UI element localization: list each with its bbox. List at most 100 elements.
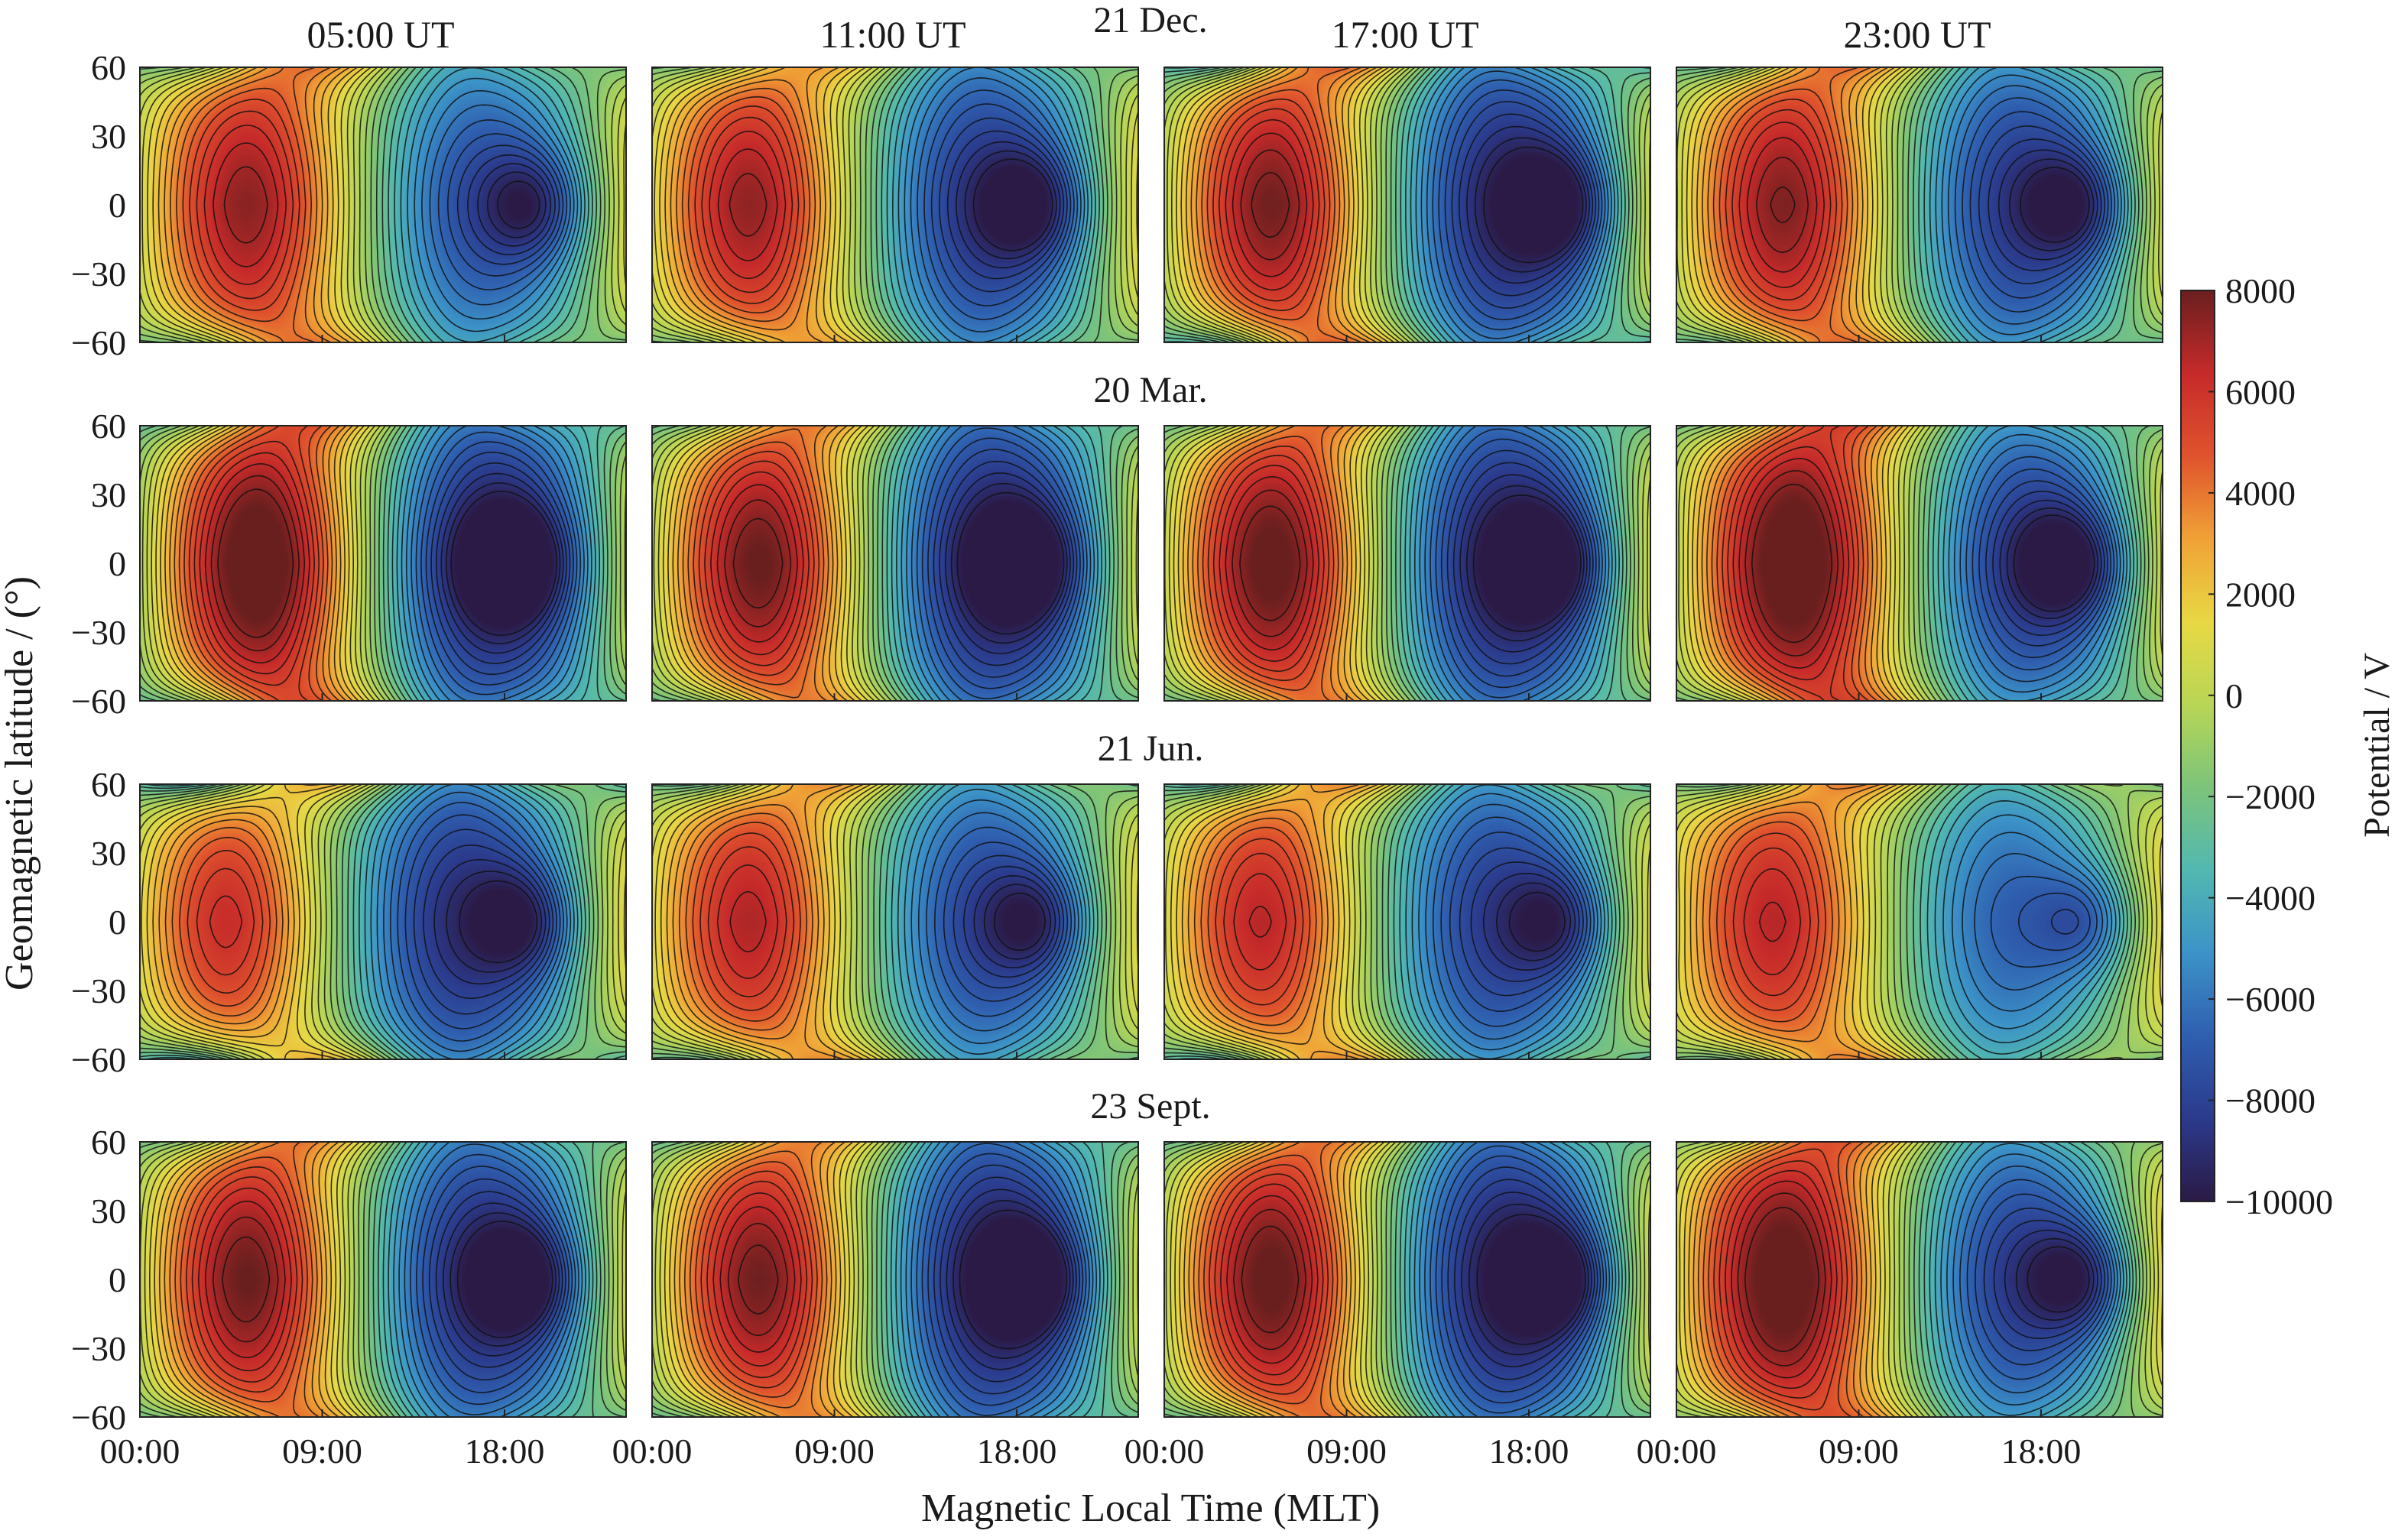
contour-line [1167,66,1400,343]
contour-line [1913,66,2140,343]
contour-line [657,425,869,702]
contour-line [687,96,805,314]
contour-line [709,130,787,280]
contour-line [921,1143,1087,1416]
contour-line [732,517,784,609]
contour-line [1466,485,1585,642]
panel-frame [1676,425,2163,702]
contour-line [904,783,1087,1060]
contour-line [1676,66,2163,343]
contour-line [946,130,1065,280]
contour-line [918,799,1079,1045]
contour-line [1696,783,1881,1060]
contour-line [1676,1141,2163,1418]
contour-line [1219,465,1320,662]
contour-line [1755,157,1809,253]
contour-line [443,1202,560,1357]
contour-line [716,484,798,643]
contour-line [1683,425,1915,702]
contour-line [1183,1141,1365,1418]
contour-line [1215,838,1304,1006]
contour-line [983,884,1051,960]
contour-line [1179,1141,1373,1418]
contour-line [199,452,310,675]
contour-line [1738,122,1825,288]
contour-line [1937,425,2134,702]
contour-line [682,425,829,702]
contour-line [1929,1141,2131,1418]
contour-line [677,425,839,702]
contour-line [183,425,324,702]
contour-line [1163,66,1651,343]
contour-line [1168,425,1383,702]
contour-line [1975,1193,2109,1366]
panel-frame [139,425,627,702]
contour-line [678,804,813,1039]
contour-line [401,425,592,702]
column-title-23-ut: 23:00 UT [1843,13,1991,56]
contour-line [147,66,365,343]
contour-line [651,783,1139,1060]
contour-line [892,66,1092,343]
contour-line [890,1141,1108,1418]
contour-line [1676,425,2163,702]
contour-line [1923,425,2150,702]
contour-line [405,425,589,702]
contour-line [376,783,572,1060]
contour-line [921,427,1085,699]
contour-line [359,783,583,1060]
contour-line [1163,425,1651,702]
contour-line [1966,1179,2112,1380]
contour-line [1452,462,1591,665]
y-tick-label: 0 [109,903,126,942]
x-tick-label: 18:00 [1489,1432,1569,1471]
contour-line [1449,832,1588,1012]
y-tick-label: 60 [91,765,126,804]
contour-line [1978,468,2112,659]
contour-line [404,1141,579,1418]
contour-line [1198,1141,1339,1418]
contour-line [158,1141,339,1418]
contour-line [1962,97,2112,313]
contour-line [1468,1203,1589,1356]
contour-line [1934,789,2121,1055]
contour-line [952,854,1065,989]
contour-line [1435,1145,1605,1414]
contour-line [1182,425,1363,702]
contour-line [662,425,862,702]
contour-line [1180,66,1384,343]
contour-line [886,425,1111,702]
contour-line [1461,1192,1592,1367]
contour-line [654,783,871,1060]
contour-line [1207,826,1311,1017]
panel-20-mar-05-00-ut [139,425,627,702]
contour-line [1691,66,1896,343]
contour-line [139,425,627,702]
contour-line [1225,476,1314,650]
y-tick-label: −60 [71,1398,126,1437]
panel-frame [651,783,1139,1060]
x-tick-label: 09:00 [1819,1432,1899,1471]
contour-line [651,425,1139,702]
panel-frame [651,1141,1139,1418]
contour-line [1716,821,1827,1023]
contour-line [1459,113,1594,297]
contour-line [411,425,585,702]
contour-line [1993,1220,2102,1339]
contour-line [651,66,1139,343]
contour-line [692,822,801,1022]
contour-line [170,66,332,343]
colorbar-tick-label: −2000 [2225,777,2316,816]
panel-frame [139,783,627,1060]
contour-line [694,105,800,304]
contour-line [1163,1141,1651,1418]
contour-line [724,499,792,627]
contour-line [673,1141,845,1418]
contour-line [1696,425,1898,702]
contour-line [1232,489,1308,637]
contour-line [1676,1141,2163,1418]
panel-21-jun-17-00-ut [1163,783,1651,1060]
contour-line [729,173,768,237]
contour-line [1163,783,1651,1060]
